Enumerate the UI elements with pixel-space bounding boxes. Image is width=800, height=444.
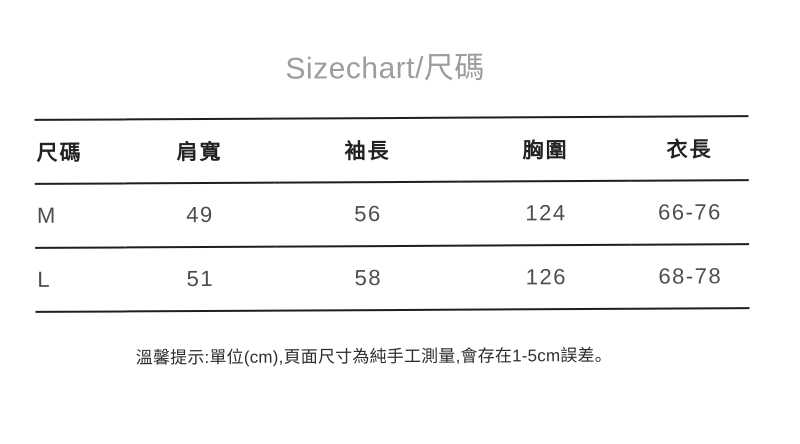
- page-title: Sizechart/尺碼: [285, 51, 485, 86]
- col-header-shoulder: 肩寬: [124, 118, 275, 184]
- size-cell: L: [35, 247, 126, 312]
- size-table-container: 尺碼 肩寬 袖長 胸圍 衣長 M 49 56 124 66-76 L 51: [34, 115, 750, 313]
- length-cell: 68-78: [631, 244, 750, 309]
- sleeve-cell: 58: [275, 245, 462, 311]
- bust-cell: 124: [460, 180, 632, 246]
- col-header-bust: 胸圍: [460, 116, 631, 182]
- length-cell: 66-76: [630, 180, 750, 245]
- size-table: 尺碼 肩寬 袖長 胸圍 衣長 M 49 56 124 66-76 L 51: [34, 115, 750, 313]
- bust-cell: 126: [461, 244, 632, 310]
- shoulder-cell: 49: [124, 182, 276, 248]
- table-row-l: L 51 58 126 68-78: [35, 244, 750, 312]
- size-cell: M: [34, 183, 126, 248]
- col-header-sleeve: 袖長: [274, 117, 461, 183]
- shoulder-cell: 51: [125, 246, 276, 312]
- table-row-m: M 49 56 124 66-76: [34, 180, 750, 248]
- sleeve-cell: 56: [274, 181, 462, 247]
- measurement-note: 溫馨提示:單位(cm),頁面尺寸為純手工測量,會存在1-5cm誤差。: [135, 345, 612, 368]
- table-header-row: 尺碼 肩寬 袖長 胸圍 衣長: [34, 116, 749, 184]
- col-header-length: 衣長: [630, 116, 749, 181]
- col-header-size: 尺碼: [34, 119, 125, 184]
